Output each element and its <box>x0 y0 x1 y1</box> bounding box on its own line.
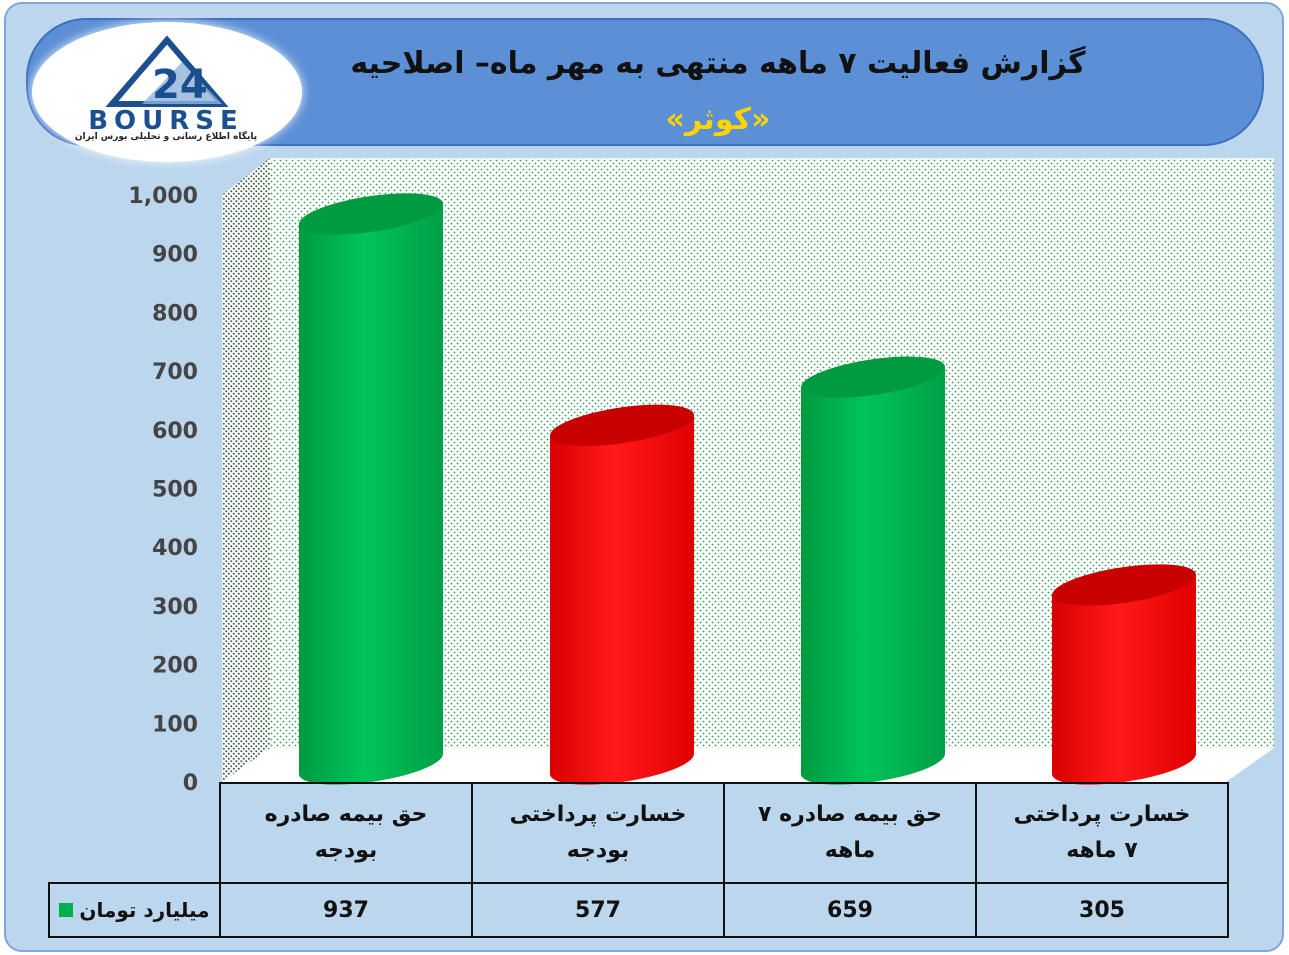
category-label: خسارت پرداختی <box>509 802 687 827</box>
category-label: ۷ ماهه <box>1066 838 1138 863</box>
bar-cap <box>1052 564 1196 606</box>
y-tick-label: 400 <box>152 536 198 561</box>
value-cell: 937 <box>219 882 473 938</box>
y-tick-label: 1,000 <box>128 184 198 209</box>
y-tick-label: 100 <box>152 712 198 737</box>
bar-body <box>299 203 443 785</box>
category-label: حق بیمه صادره <box>264 802 428 827</box>
table-corner <box>49 783 221 884</box>
category-label: بودجه <box>314 838 378 863</box>
category-label: بودجه <box>566 838 630 863</box>
bar-body <box>1052 574 1196 785</box>
logo-mark-icon: 24 <box>105 35 229 108</box>
value-cell: 577 <box>471 882 725 938</box>
bar-cap <box>550 404 694 446</box>
bourse-logo: 24 BOURSE پایگاه اطلاع رسانی و تحلیلی بو… <box>32 22 302 162</box>
value-row: میلیارد تومان 937 577 659 305 <box>48 882 1229 938</box>
y-tick-label: 200 <box>152 654 198 679</box>
bar-body <box>550 415 694 785</box>
chart-title: گزارش فعالیت ۷ ماهه منتهی به مهر ماه– اص… <box>350 46 1086 81</box>
chart-subtitle: «کوثر» <box>665 102 771 137</box>
bar-cap <box>801 356 945 398</box>
bars <box>299 193 1196 785</box>
category-label: ماهه <box>824 838 876 863</box>
bar <box>1052 564 1196 785</box>
y-tick-label: 500 <box>152 478 198 503</box>
value-cell: 659 <box>723 882 977 938</box>
legend-cell: میلیارد تومان <box>48 882 221 938</box>
bar-cap <box>299 193 443 235</box>
logo-tagline: پایگاه اطلاع رسانی و تحلیلی بورس ایران <box>74 132 258 142</box>
category-cell: حق بیمه صادره ۷ ماهه <box>723 782 977 884</box>
y-tick-label: 900 <box>152 243 198 268</box>
legend-label: میلیارد تومان <box>79 898 210 922</box>
category-cell: حق بیمه صادره بودجه <box>219 782 473 884</box>
svg-text:24: 24 <box>152 62 208 108</box>
logo-word: BOURSE <box>88 106 244 136</box>
y-tick-label: 800 <box>152 301 198 326</box>
y-tick-label: 600 <box>152 419 198 444</box>
bar-body <box>801 367 945 785</box>
bar <box>299 193 443 785</box>
category-label: خسارت پرداختی <box>1013 802 1191 827</box>
side-wall <box>222 158 270 782</box>
value-cell: 305 <box>975 882 1229 938</box>
y-tick-label: 700 <box>152 360 198 385</box>
y-tick-label: 300 <box>152 595 198 620</box>
legend-swatch-icon <box>59 903 74 917</box>
category-label: حق بیمه صادره ۷ <box>758 802 942 827</box>
bar <box>801 356 945 785</box>
back-wall <box>270 158 1274 748</box>
bar <box>550 404 694 785</box>
category-row: حق بیمه صادره بودجه خسارت پرداختی بودجه حق… <box>49 782 1229 884</box>
floor <box>222 748 1274 782</box>
category-cell: خسارت پرداختی بودجه <box>471 782 725 884</box>
category-cell: خسارت پرداختی ۷ ماهه <box>975 782 1229 884</box>
data-table: حق بیمه صادره بودجه خسارت پرداختی بودجه حق… <box>48 782 1229 938</box>
